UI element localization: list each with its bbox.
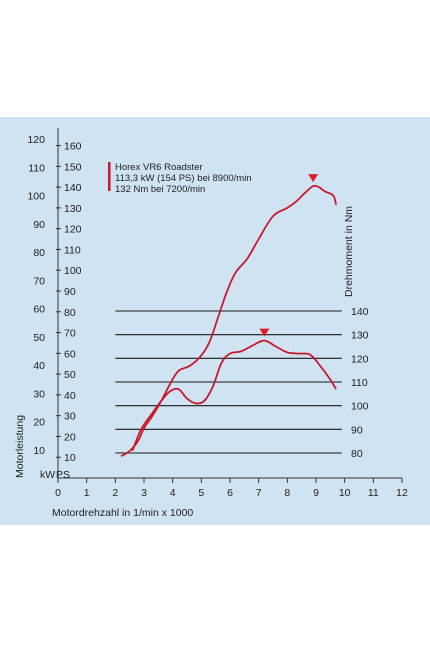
ps-tick-label: 130 [64, 203, 82, 215]
ps-tick-label: 60 [64, 348, 76, 360]
kw-tick-label: 50 [33, 332, 45, 344]
ps-tick-label: 150 [64, 161, 82, 173]
kw-tick-label: 60 [33, 304, 45, 316]
legend-torque-line: 132 Nm bei 7200/min [115, 184, 205, 195]
kw-tick-label: 40 [33, 360, 45, 372]
ps-tick-label: 110 [64, 244, 81, 256]
torque-tick-label: 130 [351, 330, 369, 342]
ps-tick-label: 30 [64, 411, 76, 423]
x-tick-label: 7 [256, 487, 262, 499]
kw-tick-label: 80 [33, 247, 45, 259]
ps-tick-label: 70 [64, 328, 76, 340]
max-torque-marker [259, 328, 270, 337]
x-tick-label: 4 [170, 487, 176, 499]
series-layer [120, 174, 337, 457]
legend-title: Horex VR6 Roadster [115, 162, 203, 173]
ps-tick-label: 100 [64, 265, 82, 277]
max-power-marker [308, 174, 319, 183]
ps-unit-label: PS [56, 469, 70, 481]
kw-tick-label: 110 [28, 162, 45, 174]
ps-tick-label: 10 [64, 452, 76, 464]
ps-tick-label: 20 [64, 431, 76, 443]
x-tick-label: 9 [313, 487, 319, 499]
kw-tick-label: 30 [33, 388, 45, 400]
ps-tick-label: 80 [64, 307, 76, 319]
x-tick-label: 8 [284, 487, 290, 499]
ps-tick-label: 120 [64, 224, 82, 236]
x-tick-label: 1 [84, 487, 90, 499]
ps-tick-label: 50 [64, 369, 76, 381]
y-axis-title: Motorleistung [14, 415, 26, 478]
x-tick-label: 2 [112, 487, 118, 499]
grid-lines [115, 310, 342, 454]
axes [56, 128, 403, 483]
power-curve [120, 184, 337, 457]
kw-tick-label: 70 [33, 275, 45, 287]
ps-tick-label: 40 [64, 390, 76, 402]
ps-tick-label: 90 [64, 286, 76, 298]
kw-tick-label: 20 [33, 417, 45, 429]
kw-unit-label: kW [40, 469, 55, 481]
legend-swatch [108, 162, 111, 191]
x-tick-label: 5 [198, 487, 204, 499]
torque-tick-label: 90 [351, 424, 363, 436]
kw-tick-label: 120 [27, 134, 45, 146]
axis-labels: Motorleistung kW PS Motordrehzahl in 1/min … [14, 206, 355, 519]
torque-tick-label: 140 [351, 306, 369, 318]
torque-tick-label: 110 [351, 377, 368, 389]
x-tick-label: 10 [339, 487, 351, 499]
x-tick-label: 3 [141, 487, 147, 499]
ps-tick-label: 140 [64, 182, 82, 194]
torque-tick-label: 100 [351, 401, 369, 413]
right-axis-title: Drehmoment in Nm [343, 206, 355, 297]
torque-tick-label: 80 [351, 448, 363, 460]
torque-curve [131, 339, 337, 451]
legend-power-line: 113,3 kW (154 PS) bei 8900/min [115, 173, 252, 184]
x-tick-label: 0 [55, 487, 61, 499]
x-tick-label: 12 [396, 487, 408, 499]
ps-tick-label: 160 [64, 141, 82, 153]
x-tick-label: 11 [368, 487, 379, 499]
kw-tick-label: 90 [33, 219, 45, 231]
kw-tick-label: 100 [27, 191, 45, 203]
x-axis-title: Motordrehzahl in 1/min x 1000 [52, 507, 193, 519]
torque-tick-label: 120 [351, 353, 369, 365]
kw-tick-label: 10 [33, 445, 45, 457]
chart-background [0, 117, 430, 525]
x-tick-label: 6 [227, 487, 233, 499]
